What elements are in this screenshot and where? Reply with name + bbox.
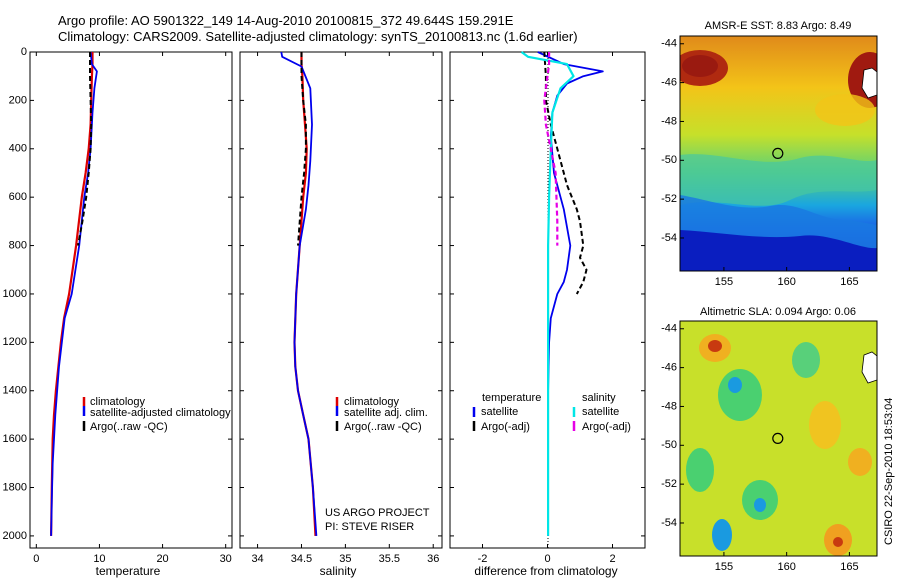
map-x-tick-label: 155 <box>715 561 733 573</box>
x-tick-label: 20 <box>156 553 168 565</box>
legend-label-sal-argo: Argo(-adj) <box>582 421 631 433</box>
map-y-tick-label: -54 <box>661 517 677 529</box>
map-x-tick-label: 160 <box>777 276 795 288</box>
sla-map-title: Altimetric SLA: 0.094 Argo: 0.06 <box>700 306 856 318</box>
sst-map-panel: AMSR-E SST: 8.83 Argo: 8.49 155 160 165 -44… <box>661 20 878 288</box>
legend-label-climatology: climatology <box>344 396 400 408</box>
legend-label-satellite: satellite-adjusted climatology <box>90 407 231 419</box>
legend-label-temp-argo: Argo(-adj) <box>481 421 530 433</box>
legend-label-argo: Argo(..raw -QC) <box>90 421 168 433</box>
x-tick-label: 2 <box>609 553 615 565</box>
x-tick-label: 10 <box>93 553 105 565</box>
map-y-tick-label: -54 <box>661 232 677 244</box>
map-y-tick-label: -50 <box>661 439 677 451</box>
legend-label-sal-satellite: satellite <box>582 406 619 418</box>
argo-position-marker <box>772 147 784 159</box>
sla-map-panel: Altimetric SLA: 0.094 Argo: 0.06 155 160 1… <box>661 306 878 573</box>
map-y-tick-label: -46 <box>661 362 677 374</box>
legend-label-temp-satellite: satellite <box>481 406 518 418</box>
project-credit: US ARGO PROJECT <box>325 507 430 519</box>
map-x-tick-label: 165 <box>840 276 858 288</box>
argo-position-marker <box>772 432 784 444</box>
x-tick-label: 34 <box>251 553 263 565</box>
map-y-tick-label: -48 <box>661 115 677 127</box>
x-tick-label: 35 <box>339 553 351 565</box>
map-y-tick-label: -44 <box>661 323 677 335</box>
x-tick-label: 35.5 <box>379 553 400 565</box>
series-line-argo-raw-qc <box>297 52 307 246</box>
series-line-salinity-argo-adj <box>543 52 559 246</box>
figure-title-line2: Climatology: CARS2009. Satellite-adjuste… <box>58 29 578 44</box>
salinity-panel: 34 34.5 35 35.5 36 climatology satellite adj… <box>239 51 443 578</box>
legend-label-satellite: satellite adj. clim. <box>344 407 428 419</box>
y-tick-label: 1200 <box>3 336 27 348</box>
legend-header-salinity: salinity <box>582 392 616 404</box>
series-line-satellite-adj-clim <box>280 51 318 536</box>
series-line-salinity-satellite <box>520 51 575 536</box>
map-x-tick-label: 160 <box>777 561 795 573</box>
temperature-legend: climatology satellite-adjusted climatolo… <box>82 396 231 433</box>
timestamp-credit: CSIRO 22-Sep-2010 18:53:04 <box>883 397 895 545</box>
pi-credit: PI: STEVE RISER <box>325 521 414 533</box>
map-y-tick-label: -48 <box>661 400 677 412</box>
sst-map-title: AMSR-E SST: 8.83 Argo: 8.49 <box>705 20 852 32</box>
y-tick-label: 2000 <box>3 530 27 542</box>
series-line-argo-raw-qc <box>77 52 93 246</box>
legend-header-temperature: temperature <box>482 392 541 404</box>
series-line-temperature-argo-adj <box>543 51 588 295</box>
x-tick-label: 34.5 <box>291 553 312 565</box>
x-tick-label: 36 <box>427 553 439 565</box>
x-tick-label: 0 <box>544 553 550 565</box>
y-tick-label: 800 <box>9 239 27 251</box>
temperature-xlabel: temperature <box>96 564 161 578</box>
salinity-legend: climatology satellite adj. clim. Argo(..… <box>335 396 428 433</box>
x-tick-label: 30 <box>220 553 232 565</box>
y-tick-label: 1600 <box>3 433 27 445</box>
map-y-tick-label: -52 <box>661 193 677 205</box>
legend-label-climatology: climatology <box>90 396 146 408</box>
map-x-tick-label: 155 <box>715 276 733 288</box>
coastline <box>861 351 877 384</box>
coastline <box>861 67 877 99</box>
figure-title-line1: Argo profile: AO 5901322_149 14-Aug-2010… <box>58 13 514 28</box>
difference-panel: -2 0 2 temperature salinity satellite Argo… <box>449 51 646 578</box>
y-tick-label: 200 <box>9 94 27 106</box>
difference-xlabel: difference from climatology <box>474 564 617 578</box>
legend-label-argo: Argo(..raw -QC) <box>344 421 422 433</box>
map-x-tick-label: 165 <box>840 561 858 573</box>
difference-legend: temperature salinity satellite Argo(-adj… <box>472 392 631 433</box>
map-y-tick-label: -52 <box>661 478 677 490</box>
salinity-xlabel: salinity <box>320 564 357 578</box>
y-tick-label: 600 <box>9 191 27 203</box>
x-tick-label: 0 <box>33 553 39 565</box>
y-tick-label: 400 <box>9 143 27 155</box>
temperature-panel: 0 10 20 30 0 200 400 600 800 1000 1200 1400 1600 1800… <box>3 46 233 578</box>
y-tick-label: 0 <box>21 46 27 58</box>
x-tick-label: -2 <box>478 553 488 565</box>
map-y-tick-label: -46 <box>661 77 677 89</box>
y-tick-label: 1000 <box>3 288 27 300</box>
map-y-tick-label: -44 <box>661 38 677 50</box>
y-tick-label: 1400 <box>3 385 27 397</box>
y-tick-label: 1800 <box>3 481 27 493</box>
map-y-tick-label: -50 <box>661 154 677 166</box>
